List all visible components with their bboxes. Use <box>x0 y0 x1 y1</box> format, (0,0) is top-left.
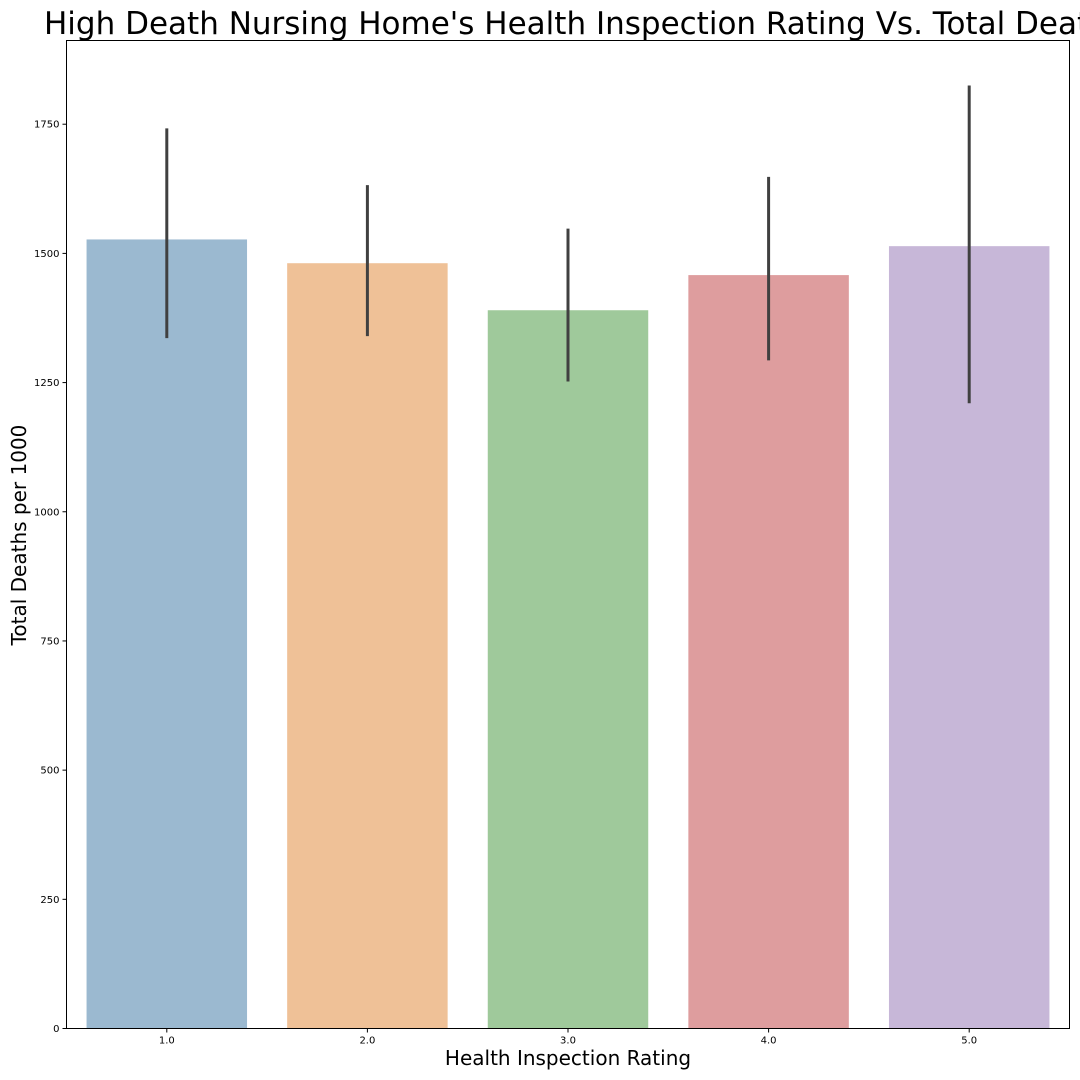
bar-2.0 <box>287 263 448 1029</box>
x-tick-label: 3.0 <box>560 1036 576 1047</box>
bar-3.0 <box>487 310 649 1029</box>
y-tick-label: 1500 <box>34 249 59 260</box>
bar-1.0 <box>86 239 248 1029</box>
error-bars <box>165 85 971 404</box>
y-tick-label: 0 <box>53 1024 59 1035</box>
bar-4.0 <box>688 275 849 1029</box>
x-tick-label: 2.0 <box>359 1036 375 1047</box>
chart-title: High Death Nursing Home's Health Inspect… <box>44 6 1080 42</box>
y-tick-label: 250 <box>40 895 59 906</box>
x-axis-ticks: 1.0 2.0 3.0 4.0 5.0 <box>159 1028 977 1047</box>
y-tick-label: 1000 <box>34 507 59 518</box>
y-axis-label: Total Deaths per 1000 <box>7 425 31 647</box>
y-tick-label: 500 <box>40 766 59 777</box>
y-tick-label: 1750 <box>34 120 59 131</box>
y-axis-ticks: 0 250 500 750 1000 1250 1500 1750 <box>34 120 67 1035</box>
x-tick-label: 1.0 <box>159 1036 175 1047</box>
bars <box>86 239 1050 1029</box>
y-tick-label: 750 <box>40 636 59 647</box>
x-tick-label: 5.0 <box>961 1036 977 1047</box>
x-tick-label: 4.0 <box>761 1036 777 1047</box>
x-axis-label: Health Inspection Rating <box>445 1046 691 1070</box>
y-tick-label: 1250 <box>34 378 59 389</box>
